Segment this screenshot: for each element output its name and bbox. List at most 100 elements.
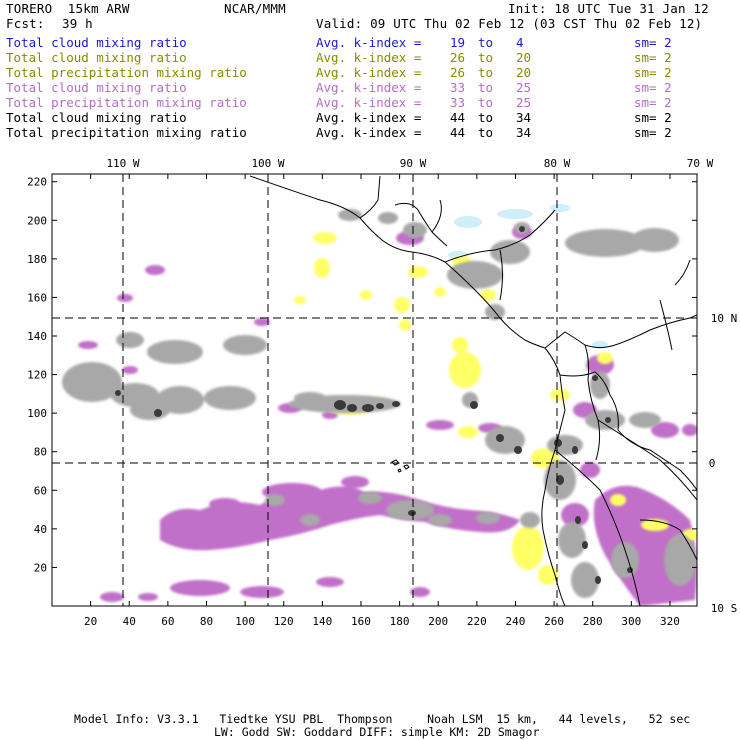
legend-field-name: Total precipitation mixing ratio xyxy=(6,65,247,80)
x-tick-label: 40 xyxy=(123,615,136,628)
legend-kindex-label: Avg. k-index = xyxy=(316,95,422,110)
forecast-hour: 39 h xyxy=(62,16,93,31)
legend-smoothing: sm= 2 xyxy=(634,35,672,50)
legend-to-word: to xyxy=(478,65,494,80)
y-tick-label: 180 xyxy=(27,253,47,266)
legend-to-word: to xyxy=(478,110,494,125)
legend-kindex-to: 20 xyxy=(516,50,532,65)
legend-field-name: Total cloud mixing ratio xyxy=(6,110,187,125)
legend-kindex-label: Avg. k-index = xyxy=(316,35,422,50)
x-tick-label: 100 xyxy=(235,615,255,628)
legend-smoothing: sm= 2 xyxy=(634,110,672,125)
x-tick-label: 320 xyxy=(660,615,680,628)
x-tick-label: 260 xyxy=(544,615,564,628)
x-tick-label: 20 xyxy=(84,615,97,628)
center-label: NCAR/MMM xyxy=(224,1,286,16)
valid-time: Valid: 09 UTC Thu 02 Feb 12 (03 CST Thu … xyxy=(316,16,703,31)
map-plot: 110 W 100 W 90 W 80 W 70 W 10 N 0 10 S 2… xyxy=(27,157,738,628)
y-tick-label: 80 xyxy=(34,446,47,459)
legend-to-word: to xyxy=(478,35,494,50)
gray-cloud-field xyxy=(62,209,696,598)
legend-row: Total cloud mixing ratio Avg. k-index = 33… xyxy=(6,80,706,95)
x-tick-label: 140 xyxy=(312,615,332,628)
x-tick-label: 200 xyxy=(428,615,448,628)
legend-kindex-label: Avg. k-index = xyxy=(316,50,422,65)
legend-row: Total cloud mixing ratio Avg. k-index = 26… xyxy=(6,50,706,65)
legend-smoothing: sm= 2 xyxy=(634,80,672,95)
legend-smoothing: sm= 2 xyxy=(634,50,672,65)
legend-kindex-label: Avg. k-index = xyxy=(316,65,422,80)
legend-field-name: Total cloud mixing ratio xyxy=(6,50,187,65)
y-tick-labels: 220 200 180 160 140 120 100 80 60 40 20 xyxy=(27,176,47,575)
x-tick-label: 280 xyxy=(583,615,603,628)
lat-label-10s: 10 S xyxy=(711,602,738,615)
legend-kindex-label: Avg. k-index = xyxy=(316,80,422,95)
x-tick-label: 240 xyxy=(506,615,526,628)
legend-kindex-to: 34 xyxy=(516,110,532,125)
y-tick-label: 140 xyxy=(27,330,47,343)
y-tick-label: 100 xyxy=(27,407,47,420)
y-tick-label: 200 xyxy=(27,214,47,227)
legend-field-name: Total cloud mixing ratio xyxy=(6,35,187,50)
legend-kindex-from: 44 xyxy=(450,110,466,125)
legend-kindex-label: Avg. k-index = xyxy=(316,110,422,125)
lat-label-10n: 10 N xyxy=(711,312,738,325)
plot-frame xyxy=(51,173,698,607)
lat-lon-grid xyxy=(52,174,697,606)
model-title: TORERO 15km ARW xyxy=(6,1,130,16)
x-tick-label: 120 xyxy=(274,615,294,628)
y-tick-label: 60 xyxy=(34,484,47,497)
legend-field-name: Total precipitation mixing ratio xyxy=(6,95,247,110)
axis-ticks xyxy=(52,174,697,606)
x-tick-label: 80 xyxy=(200,615,213,628)
lon-label-80w: 80 W xyxy=(544,157,571,170)
legend-field-name: Total precipitation mixing ratio xyxy=(6,125,247,140)
legend-kindex-from: 26 xyxy=(450,65,466,80)
footer-physics-info: LW: Godd SW: Goddard DIFF: simple KM: 2D… xyxy=(214,725,540,739)
legend-kindex-label: Avg. k-index = xyxy=(316,125,422,140)
legend-kindex-to: 34 xyxy=(516,125,532,140)
x-tick-label: 300 xyxy=(621,615,641,628)
x-tick-label: 60 xyxy=(161,615,174,628)
legend-row: Total cloud mixing ratio Avg. k-index = 44… xyxy=(6,110,706,125)
x-tick-labels: 20 40 60 80 100 120 140 160 180 200 220 240 260 280 30… xyxy=(84,615,680,628)
legend-row: Total precipitation mixing ratio Avg. k-i… xyxy=(6,95,706,110)
y-tick-label: 160 xyxy=(27,291,47,304)
legend-kindex-from: 33 xyxy=(450,95,466,110)
legend-kindex-to: 25 xyxy=(516,80,532,95)
legend-to-word: to xyxy=(478,125,494,140)
y-tick-label: 40 xyxy=(34,523,47,536)
legend-row: Total cloud mixing ratio Avg. k-index = 19… xyxy=(6,35,706,50)
legend-smoothing: sm= 2 xyxy=(634,125,672,140)
lat-label-0: 0 xyxy=(709,457,716,470)
legend-kindex-to: 25 xyxy=(516,95,532,110)
legend-kindex-from: 44 xyxy=(450,125,466,140)
legend-kindex-to: 20 xyxy=(516,65,532,80)
legend-kindex-from: 33 xyxy=(450,80,466,95)
forecast-label: Fcst: xyxy=(6,16,45,31)
y-tick-label: 220 xyxy=(27,176,47,189)
footer-model-info: Model Info: V3.3.1 Tiedtke YSU PBL Thomp… xyxy=(74,712,691,726)
y-tick-label: 120 xyxy=(27,369,47,382)
legend-row: Total precipitation mixing ratio Avg. k-i… xyxy=(6,125,706,140)
legend-kindex-to: 4 xyxy=(516,35,524,50)
lon-label-70w: 70 W xyxy=(687,157,714,170)
init-time: Init: 18 UTC Tue 31 Jan 12 xyxy=(508,1,709,16)
lon-label-90w: 90 W xyxy=(400,157,427,170)
dark-cloud-cores xyxy=(115,226,633,584)
x-tick-label: 220 xyxy=(467,615,487,628)
y-tick-label: 20 xyxy=(34,561,47,574)
legend-kindex-from: 19 xyxy=(450,35,466,50)
legend-to-word: to xyxy=(478,50,494,65)
x-tick-label: 160 xyxy=(351,615,371,628)
legend-row: Total precipitation mixing ratio Avg. k-i… xyxy=(6,65,706,80)
lon-label-110w: 110 W xyxy=(106,157,139,170)
legend-kindex-from: 26 xyxy=(450,50,466,65)
legend-smoothing: sm= 2 xyxy=(634,95,672,110)
x-tick-label: 180 xyxy=(390,615,410,628)
legend-field-name: Total cloud mixing ratio xyxy=(6,80,187,95)
legend-smoothing: sm= 2 xyxy=(634,65,672,80)
lon-label-100w: 100 W xyxy=(251,157,284,170)
legend-to-word: to xyxy=(478,80,494,95)
legend-to-word: to xyxy=(478,95,494,110)
